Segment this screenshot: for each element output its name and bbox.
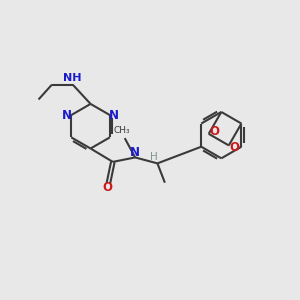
Text: N: N: [130, 146, 140, 159]
Text: N: N: [109, 109, 119, 122]
Text: O: O: [102, 181, 112, 194]
Text: H: H: [150, 152, 158, 162]
Text: N: N: [62, 109, 72, 122]
Text: CH₃: CH₃: [113, 126, 130, 135]
Text: O: O: [209, 125, 219, 138]
Text: NH: NH: [64, 73, 82, 83]
Text: O: O: [229, 141, 239, 154]
